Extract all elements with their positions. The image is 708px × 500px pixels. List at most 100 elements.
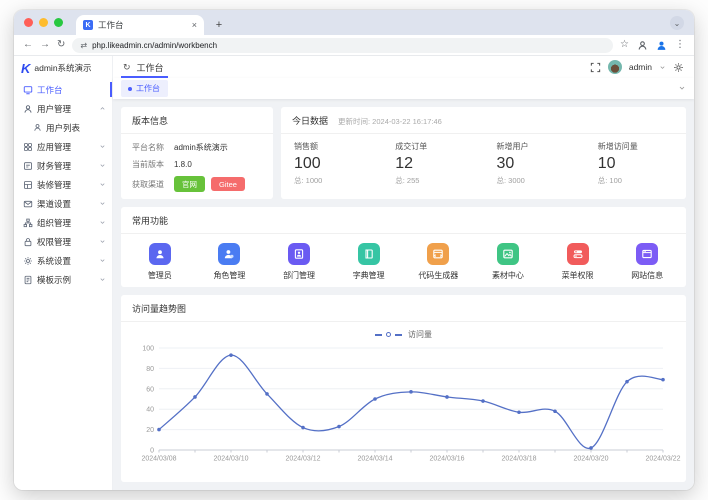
chevron-down-icon xyxy=(99,200,106,207)
func-label: 菜单权限 xyxy=(561,271,594,280)
svg-text:2024/03/14: 2024/03/14 xyxy=(357,456,392,463)
tab-close-icon[interactable]: × xyxy=(191,20,197,30)
sidebar-item-workbench[interactable]: 工作台 xyxy=(14,80,112,99)
sidebar-item-user-management[interactable]: 用户管理 xyxy=(14,99,112,118)
chart-legend[interactable]: 访问量 xyxy=(121,329,686,340)
sidebar-item-permission-management[interactable]: 权限管理 xyxy=(14,232,112,251)
svg-text:40: 40 xyxy=(146,407,154,414)
panel-title: 版本信息 xyxy=(132,116,169,126)
organization-icon xyxy=(23,218,33,227)
visits-line-chart: 0 20 40 60 80 100 2024/03/08 2024/03/10 2024/03/… xyxy=(141,346,680,463)
svg-text:2024/03/08: 2024/03/08 xyxy=(141,456,176,463)
code-generator-icon xyxy=(427,243,450,265)
settings-gear-icon[interactable] xyxy=(673,62,684,73)
sidebar-item-template-example[interactable]: 模板示例 xyxy=(14,270,112,289)
app-logo[interactable]: K admin系统演示 xyxy=(14,56,112,80)
new-tab-button[interactable]: + xyxy=(215,19,223,31)
sidebar-item-label: 工作台 xyxy=(37,84,63,95)
stat-value: 10 xyxy=(597,155,616,172)
func-label: 管理员 xyxy=(147,271,172,280)
sidebar-item-user-list[interactable]: 用户列表 xyxy=(14,118,112,137)
chevron-down-icon xyxy=(99,238,106,245)
user-list-icon xyxy=(34,124,41,131)
stat-label: 新增用户 xyxy=(496,142,529,151)
stat-value: 100 xyxy=(294,155,321,172)
avatar[interactable] xyxy=(607,60,622,74)
func-code-generator[interactable]: 代码生成器 xyxy=(404,243,474,281)
svg-text:2024/03/22: 2024/03/22 xyxy=(645,456,680,463)
tabs-chevron-down-icon[interactable] xyxy=(678,84,686,94)
zoom-window-button[interactable] xyxy=(54,18,63,27)
workbench-icon xyxy=(23,85,33,94)
tab-list-chevron-icon[interactable]: ⌄ xyxy=(670,16,684,30)
func-material-center[interactable]: 素材中心 xyxy=(473,243,543,281)
func-label: 网站信息 xyxy=(631,271,664,280)
official-site-button[interactable]: 官网 xyxy=(174,176,205,192)
browser-tab[interactable]: K 工作台 × xyxy=(76,15,204,35)
username: admin xyxy=(628,62,652,72)
sidebar-item-organization-management[interactable]: 组织管理 xyxy=(14,213,112,232)
sidebar-item-finance-management[interactable]: 财务管理 xyxy=(14,156,112,175)
stat-total: 总: 3000 xyxy=(496,176,525,185)
stat-value: 30 xyxy=(496,155,515,172)
func-role-management[interactable]: 角色管理 xyxy=(195,243,265,281)
func-menu-permission[interactable]: 菜单权限 xyxy=(543,243,613,281)
active-dot-icon xyxy=(128,86,132,91)
page-tabs-bar: 工作台 xyxy=(113,76,694,99)
func-dictionary-management[interactable]: 字典管理 xyxy=(334,243,404,281)
sidebar-item-label: 系统设置 xyxy=(37,255,72,266)
svg-text:2024/03/12: 2024/03/12 xyxy=(285,456,320,463)
page-tab-label: 工作台 xyxy=(136,84,160,93)
platform-name-value: admin系统演示 xyxy=(174,143,228,152)
func-label: 代码生成器 xyxy=(418,271,459,280)
stat-total: 总: 255 xyxy=(395,176,420,185)
forward-icon[interactable]: → xyxy=(40,39,50,50)
sidebar-item-channel-settings[interactable]: 渠道设置 xyxy=(14,194,112,213)
profile-outline-icon[interactable] xyxy=(637,40,648,51)
sidebar-item-system-settings[interactable]: 系统设置 xyxy=(14,251,112,270)
browser-menu-icon[interactable]: ⋮ xyxy=(675,39,685,50)
gitee-button[interactable]: Gitee xyxy=(211,177,245,191)
fullscreen-icon[interactable] xyxy=(590,62,601,73)
site-info-icon[interactable]: ⇄ xyxy=(80,40,88,50)
tab-title: 工作台 xyxy=(98,20,124,30)
chevron-down-icon xyxy=(99,162,106,169)
sidebar-item-label: 渠道设置 xyxy=(37,198,72,209)
func-admin[interactable]: 管理员 xyxy=(125,243,195,281)
func-website-info[interactable]: 网站信息 xyxy=(612,243,682,281)
website-info-icon xyxy=(636,243,659,265)
version-info-panel: 版本信息 平台名称 admin系统演示 当前版本 1.8.0 xyxy=(121,107,273,199)
func-label: 素材中心 xyxy=(491,271,524,280)
svg-text:100: 100 xyxy=(142,346,154,353)
legend-line-icon xyxy=(395,333,402,336)
legend-dot-icon xyxy=(386,332,391,337)
reload-icon[interactable]: ↻ xyxy=(57,39,66,50)
svg-text:80: 80 xyxy=(146,366,154,373)
chevron-up-icon xyxy=(99,105,106,112)
platform-name-label: 平台名称 xyxy=(132,143,164,152)
stat-total: 总: 1000 xyxy=(294,176,323,185)
back-icon[interactable]: ← xyxy=(23,39,33,50)
sidebar-item-decorate-management[interactable]: 装修管理 xyxy=(14,175,112,194)
sidebar: K admin系统演示 工作台 用户管理 xyxy=(14,56,113,490)
bookmark-star-icon[interactable]: ☆ xyxy=(620,39,629,50)
sidebar-item-app-management[interactable]: 应用管理 xyxy=(14,137,112,156)
page-tab-workbench[interactable]: 工作台 xyxy=(121,76,168,97)
stat-new-visits: 新增访问量 10 总: 100 xyxy=(585,141,686,186)
menu-permission-icon xyxy=(566,243,589,265)
profile-icon[interactable] xyxy=(656,40,667,51)
dictionary-icon xyxy=(357,243,380,265)
chevron-down-icon xyxy=(99,276,106,283)
material-center-icon xyxy=(496,243,519,265)
address-bar[interactable]: ⇄ php.likeadmin.cn/admin/workbench xyxy=(72,37,614,53)
minimize-window-button[interactable] xyxy=(39,18,48,27)
close-window-button[interactable] xyxy=(24,18,33,27)
user-chevron-down-icon[interactable] xyxy=(659,64,666,71)
func-department-management[interactable]: 部门管理 xyxy=(264,243,334,281)
sidebar-item-label: 装修管理 xyxy=(37,179,72,190)
permission-icon xyxy=(24,237,32,246)
refresh-icon[interactable]: ↻ xyxy=(123,61,131,72)
svg-text:0: 0 xyxy=(150,448,154,455)
stat-label: 新增访问量 xyxy=(597,142,638,151)
